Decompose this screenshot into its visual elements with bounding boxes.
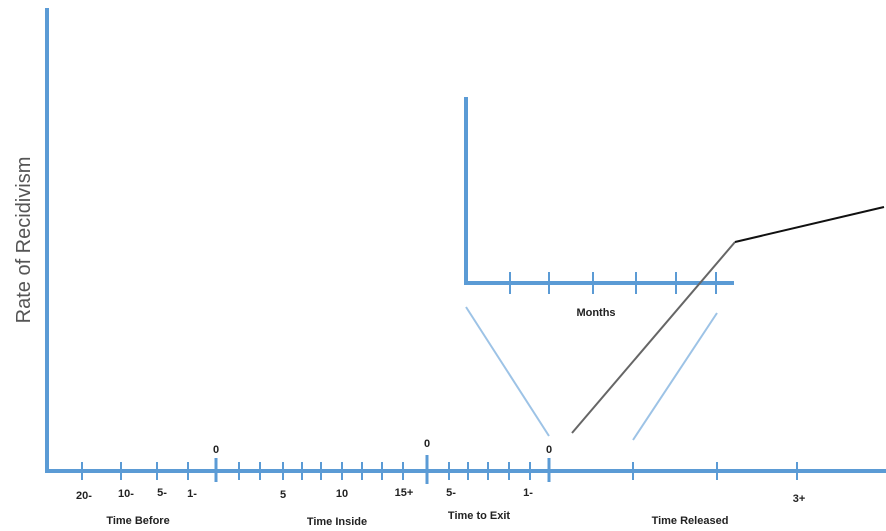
section-label-time-to-exit: Time to Exit: [448, 510, 510, 522]
tick-label-before-20: 20-: [76, 490, 92, 502]
zero-label-inside: 0: [213, 444, 219, 456]
y-axis-label: Rate of Recidivism: [13, 157, 35, 324]
tick-label-inside-5: 5: [280, 489, 286, 501]
zoom-line-left: [465, 306, 550, 437]
curve-plateau: [734, 206, 885, 243]
tick-label-before-1: 1-: [187, 488, 197, 500]
tick-label-inside-15: 15+: [395, 487, 414, 499]
tick-label-released-3: 3+: [793, 493, 806, 505]
zoom-line-right: [632, 312, 718, 441]
section-label-time-released: Time Released: [652, 515, 729, 527]
x-axis-ticks: [81, 455, 798, 484]
section-label-time-before: Time Before: [106, 515, 169, 527]
zero-label-exit: 0: [424, 438, 430, 450]
inset-x-label-months: Months: [576, 307, 615, 319]
tick-label-before-5: 5-: [157, 487, 167, 499]
tick-label-exit-5: 5-: [446, 487, 456, 499]
tick-label-exit-1: 1-: [523, 487, 533, 499]
inset-x-ticks: [509, 272, 717, 294]
zero-label-released: 0: [546, 444, 552, 456]
curve-rise: [571, 241, 736, 434]
tick-label-inside-10: 10: [336, 488, 348, 500]
section-label-time-inside: Time Inside: [307, 516, 367, 528]
tick-label-before-10: 10-: [118, 488, 134, 500]
